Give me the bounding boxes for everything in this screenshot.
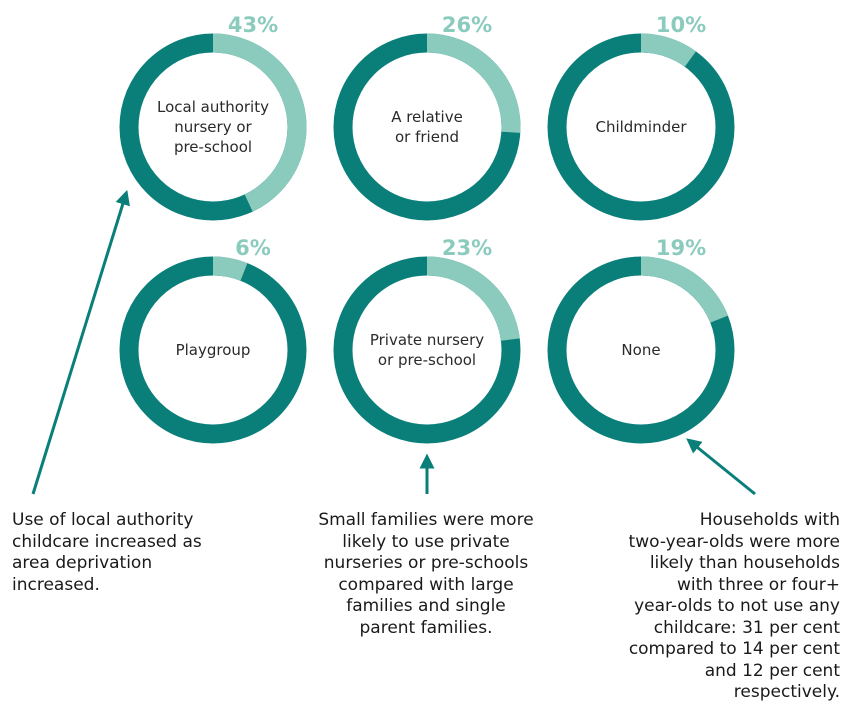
category-label-childminder: Childminder — [595, 118, 687, 136]
donut-segment-playgroup — [119, 256, 307, 444]
category-label-none: None — [621, 341, 660, 359]
category-label-a-relative-or-friend: A relative or friend — [391, 108, 463, 146]
value-label-private-nursery-or-pre-school: 23% — [442, 236, 492, 260]
donut-segment-none — [547, 256, 735, 444]
value-label-childminder: 10% — [656, 13, 706, 37]
annotation-arrows — [31, 189, 756, 496]
value-label-a-relative-or-friend: 26% — [442, 13, 492, 37]
annotation-local-authority: Use of local authority childcare increas… — [12, 510, 202, 595]
value-label-playgroup: 6% — [235, 236, 271, 260]
donut-segment-local-authority-nursery-or-pre-school — [119, 33, 307, 221]
arrow-left — [31, 189, 130, 495]
arrow-right — [686, 438, 756, 496]
annotation-private-nursery: Small families were more likely to use p… — [318, 510, 534, 638]
donuts-group: 43% Local authority nursery or pre-school 26… — [119, 13, 735, 444]
donut-segment-a-relative-or-friend — [333, 33, 521, 221]
donut-segment-private-nursery-or-pre-school — [333, 256, 521, 444]
donut-segment-childminder — [547, 33, 735, 221]
value-label-none: 19% — [656, 236, 706, 260]
category-label-private-nursery-or-pre-school: Private nursery or pre-school — [370, 331, 484, 369]
annotation-no-childcare: Households with two-year-olds were more … — [628, 510, 840, 702]
category-label-playgroup: Playgroup — [176, 341, 251, 359]
category-label-local-authority-nursery-or-pre-school: Local authority nursery or pre-school — [157, 98, 269, 156]
value-label-local-authority-nursery-or-pre-school: 43% — [228, 13, 278, 37]
